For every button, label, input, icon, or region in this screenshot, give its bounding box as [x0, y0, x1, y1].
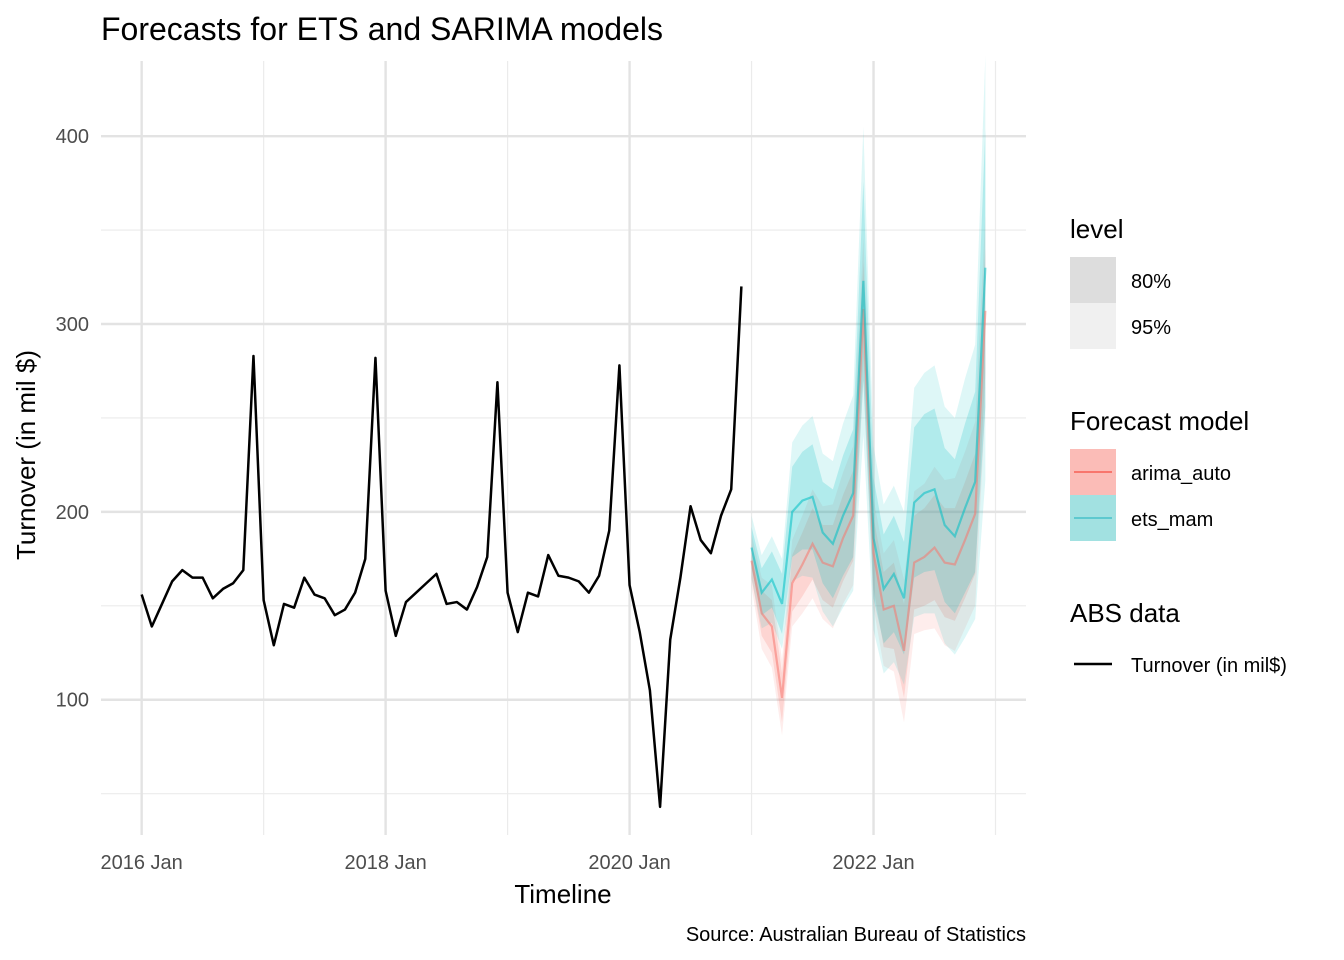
band-95-arima-auto	[751, 215, 986, 736]
legend-title-level: level	[1070, 214, 1123, 244]
legend: level 80% 95% Forecast model arima_auto …	[1070, 214, 1287, 677]
legend-key-80	[1070, 257, 1116, 303]
x-tick-label: 2016 Jan	[101, 852, 183, 874]
series-lines	[140, 267, 987, 809]
legend-label-arima: arima_auto	[1131, 463, 1231, 485]
line-ets-mam	[750, 267, 987, 605]
x-tick-label: 2018 Jan	[344, 852, 426, 874]
y-axis-title: Turnover (in mil $)	[11, 350, 41, 560]
y-tick-label: 100	[56, 690, 89, 712]
legend-key-95	[1070, 303, 1116, 349]
legend-label-80: 80%	[1131, 271, 1171, 293]
tick-labels: 100 200 300 400 2016 Jan 2018 Jan 2020 Jan 2022…	[56, 126, 915, 874]
legend-title-model: Forecast model	[1070, 406, 1249, 436]
y-tick-label: 400	[56, 126, 89, 148]
x-tick-label: 2022 Jan	[832, 852, 914, 874]
legend-label-turnover: Turnover (in mil$)	[1131, 655, 1287, 677]
legend-title-data: ABS data	[1070, 598, 1180, 628]
band-80-arima-auto	[751, 248, 986, 723]
line-turnover-history	[140, 286, 743, 809]
legend-label-95: 95%	[1131, 317, 1171, 339]
legend-label-ets: ets_mam	[1131, 509, 1213, 531]
grid	[101, 61, 1026, 835]
x-tick-label: 2020 Jan	[588, 852, 670, 874]
x-axis-title: Timeline	[514, 879, 611, 909]
y-tick-label: 200	[56, 502, 89, 524]
y-tick-label: 300	[56, 314, 89, 336]
caption: Source: Australian Bureau of Statistics	[686, 924, 1026, 946]
chart-title: Forecasts for ETS and SARIMA models	[101, 11, 663, 47]
band-95-ets-mam	[751, 55, 986, 685]
